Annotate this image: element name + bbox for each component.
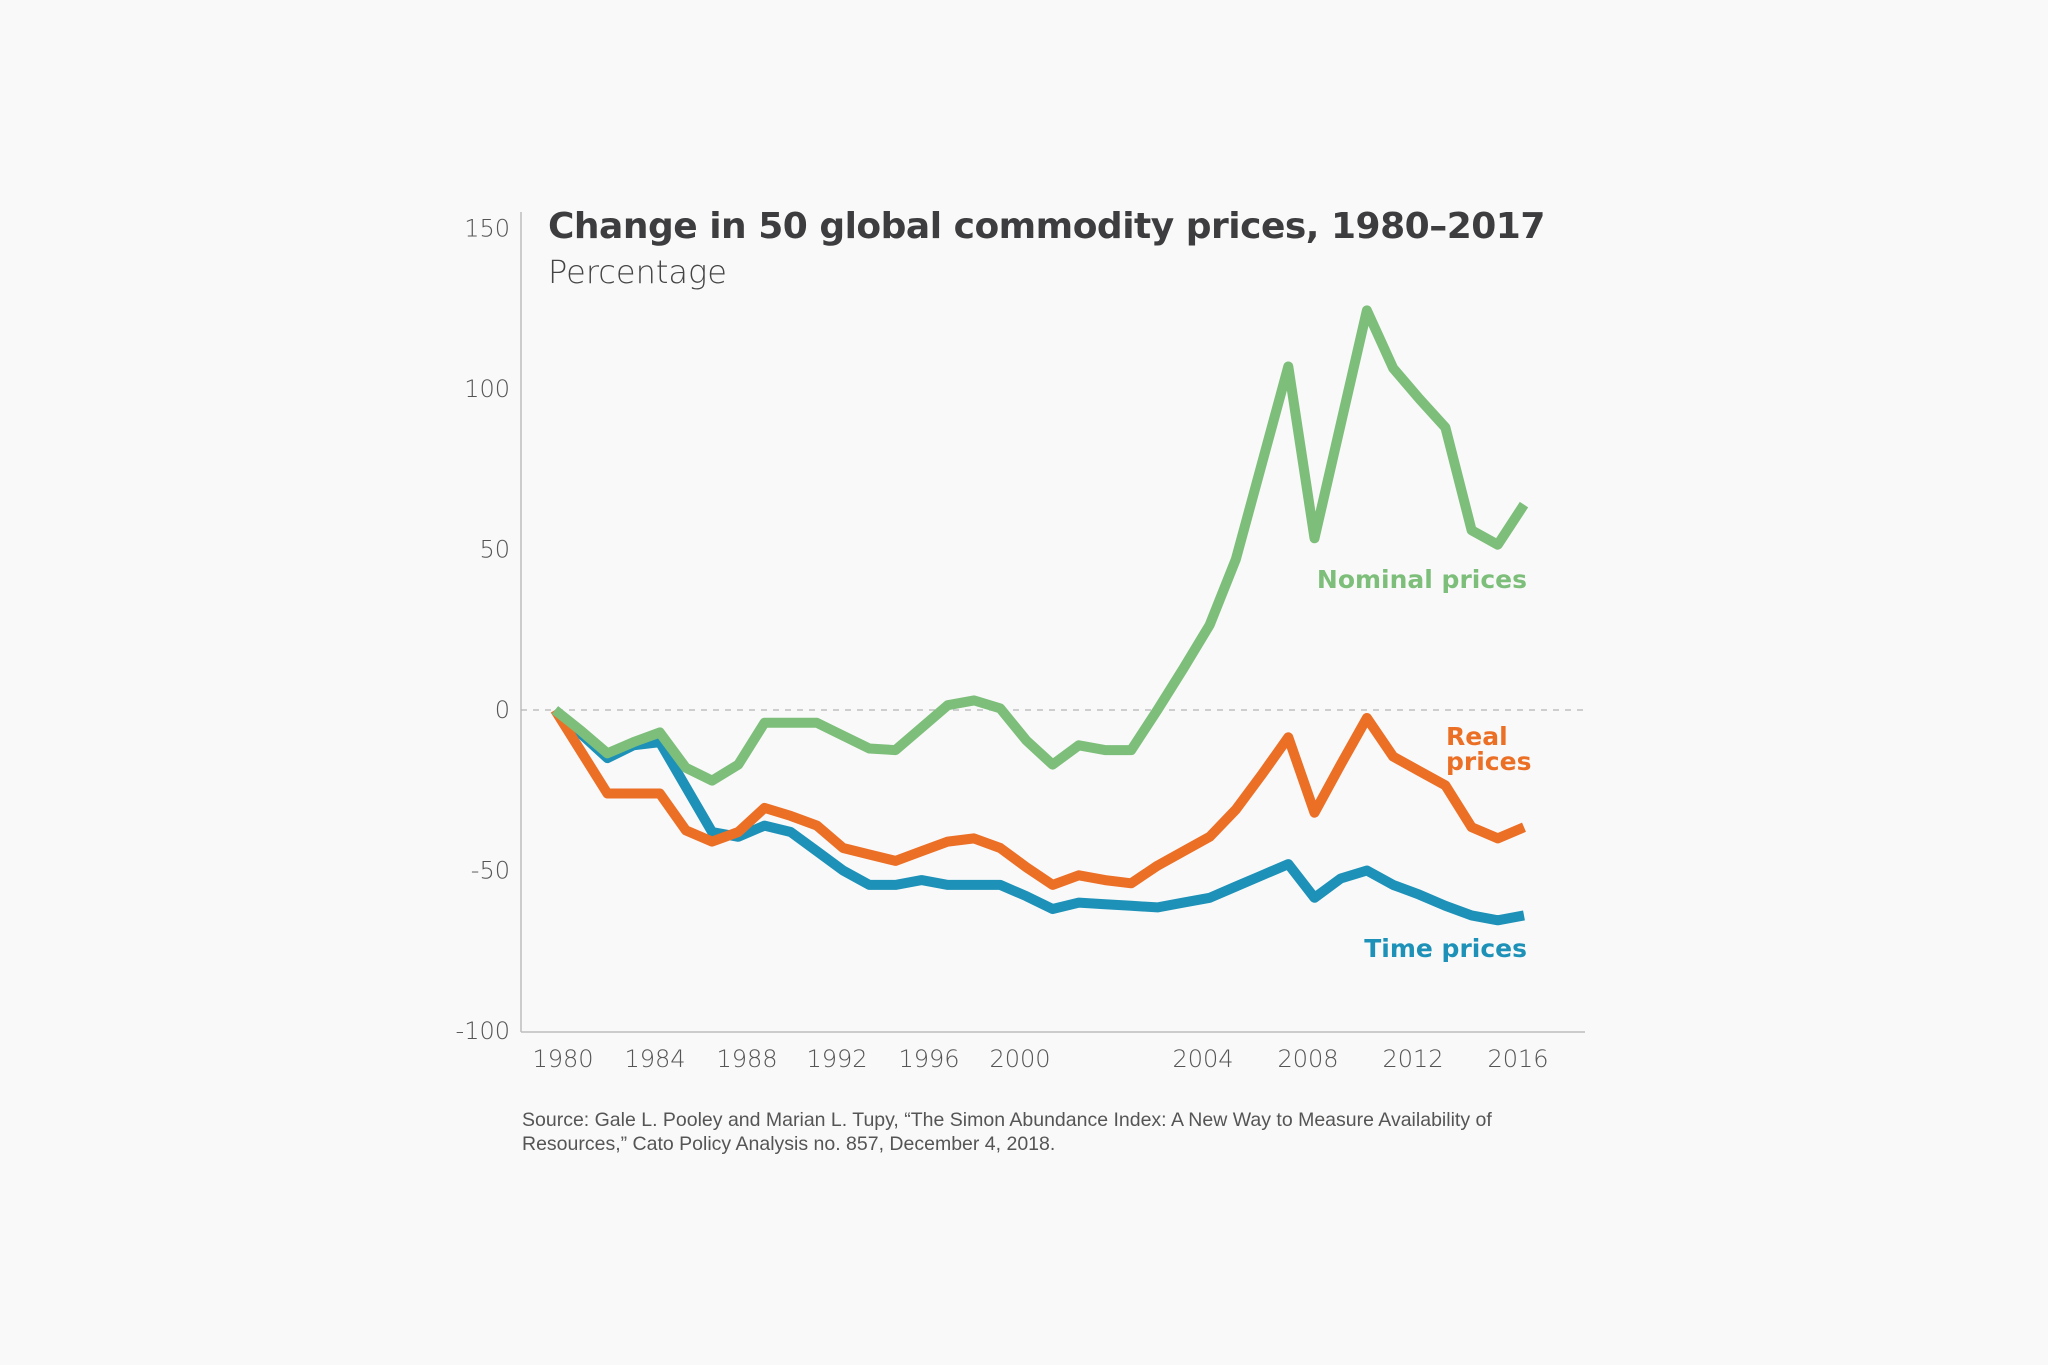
y-tick-label: 0 bbox=[495, 696, 510, 724]
chart-subtitle: Percentage bbox=[548, 253, 727, 291]
series-line-real-prices bbox=[550, 707, 1526, 890]
x-tick-label: 2004 bbox=[1172, 1045, 1233, 1073]
x-tick-label: 2000 bbox=[989, 1045, 1050, 1073]
x-tick-label: 2016 bbox=[1487, 1045, 1548, 1073]
y-tick-label: 100 bbox=[464, 375, 510, 403]
x-tick-label: 2012 bbox=[1382, 1045, 1443, 1073]
series-lines bbox=[550, 305, 1529, 926]
series-line-nominal-prices bbox=[551, 305, 1529, 786]
x-tick-label: 1988 bbox=[716, 1045, 777, 1073]
label-nominal-prices: Nominal prices bbox=[1317, 565, 1527, 594]
x-tick-labels: 1980 1984 1988 1992 1996 2000 2004 2008 2012 2016 bbox=[532, 1045, 1548, 1073]
x-tick-label: 1980 bbox=[532, 1045, 593, 1073]
y-tick-label: 50 bbox=[479, 536, 510, 564]
x-tick-label: 1996 bbox=[898, 1045, 959, 1073]
label-real-prices-line1: Real bbox=[1446, 722, 1508, 751]
x-tick-label: 1984 bbox=[624, 1045, 685, 1073]
chart-title: Change in 50 global commodity prices, 19… bbox=[548, 206, 1545, 247]
y-tick-label: -100 bbox=[456, 1017, 510, 1045]
y-tick-label: -50 bbox=[471, 857, 510, 885]
y-tick-label: 150 bbox=[464, 215, 510, 243]
x-tick-label: 1992 bbox=[806, 1045, 867, 1073]
label-real-prices-line2: prices bbox=[1446, 747, 1531, 776]
y-tick-labels: 150 100 50 0 -50 -100 bbox=[456, 215, 510, 1046]
source-note: Source: Gale L. Pooley and Marian L. Tup… bbox=[522, 1109, 1492, 1155]
label-time-prices: Time prices bbox=[1364, 934, 1527, 963]
x-tick-label: 2008 bbox=[1277, 1045, 1338, 1073]
series-line-time-prices bbox=[551, 706, 1525, 926]
